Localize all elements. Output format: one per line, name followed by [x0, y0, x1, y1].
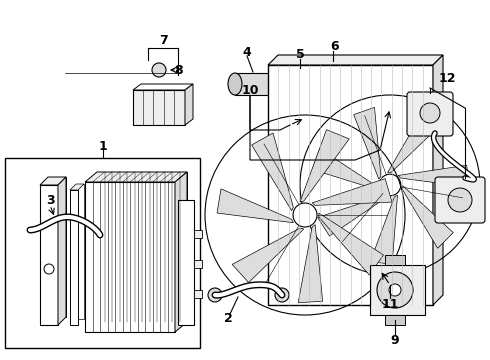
Polygon shape — [40, 185, 58, 325]
Polygon shape — [388, 113, 441, 173]
Bar — [5, 158, 200, 348]
Bar — [385, 315, 405, 325]
Circle shape — [286, 68, 314, 96]
Polygon shape — [312, 179, 392, 205]
Polygon shape — [58, 177, 66, 325]
Text: 5: 5 — [295, 49, 304, 62]
Polygon shape — [235, 73, 275, 95]
Text: 11: 11 — [381, 298, 399, 311]
Polygon shape — [275, 67, 285, 101]
Polygon shape — [178, 200, 194, 325]
Text: 12: 12 — [438, 72, 456, 85]
Polygon shape — [70, 190, 78, 325]
Circle shape — [325, 68, 335, 78]
Polygon shape — [85, 172, 187, 182]
Circle shape — [208, 288, 222, 302]
Polygon shape — [85, 182, 175, 332]
Polygon shape — [398, 165, 469, 187]
Bar — [268, 65, 433, 305]
Polygon shape — [370, 195, 397, 264]
Polygon shape — [318, 196, 387, 236]
FancyBboxPatch shape — [407, 92, 453, 136]
Bar — [194, 230, 202, 238]
Text: 3: 3 — [46, 194, 54, 207]
Polygon shape — [402, 185, 453, 248]
Text: 6: 6 — [331, 40, 339, 54]
Circle shape — [277, 68, 283, 74]
Polygon shape — [252, 133, 294, 211]
Polygon shape — [319, 213, 383, 275]
Circle shape — [379, 174, 401, 196]
Circle shape — [377, 272, 413, 308]
Circle shape — [275, 288, 289, 302]
Polygon shape — [268, 55, 443, 65]
Polygon shape — [133, 90, 185, 125]
Circle shape — [293, 203, 317, 227]
Text: 9: 9 — [391, 333, 399, 346]
Circle shape — [277, 94, 283, 100]
Polygon shape — [40, 177, 66, 185]
Polygon shape — [48, 177, 66, 317]
Text: 2: 2 — [223, 311, 232, 324]
Polygon shape — [354, 107, 381, 179]
Bar — [370, 265, 425, 315]
Polygon shape — [312, 149, 378, 190]
Ellipse shape — [228, 73, 242, 95]
Polygon shape — [133, 84, 193, 90]
Text: 7: 7 — [159, 33, 168, 46]
Polygon shape — [70, 184, 84, 190]
Circle shape — [44, 264, 54, 274]
Circle shape — [448, 188, 472, 212]
Polygon shape — [433, 55, 443, 305]
Polygon shape — [175, 172, 187, 332]
Bar — [194, 290, 202, 298]
Text: 4: 4 — [243, 45, 251, 58]
Polygon shape — [300, 130, 349, 202]
Bar — [194, 260, 202, 268]
Circle shape — [293, 75, 307, 89]
Text: 10: 10 — [241, 84, 259, 96]
Polygon shape — [232, 228, 304, 283]
Circle shape — [318, 61, 342, 85]
Text: 8: 8 — [175, 63, 183, 77]
Polygon shape — [217, 189, 294, 223]
Polygon shape — [185, 84, 193, 125]
Circle shape — [389, 284, 401, 296]
Text: 1: 1 — [98, 140, 107, 153]
Circle shape — [152, 63, 166, 77]
Polygon shape — [97, 172, 187, 322]
FancyBboxPatch shape — [435, 177, 485, 223]
Polygon shape — [298, 225, 322, 303]
Bar — [385, 255, 405, 265]
Circle shape — [420, 103, 440, 123]
Polygon shape — [76, 184, 84, 319]
